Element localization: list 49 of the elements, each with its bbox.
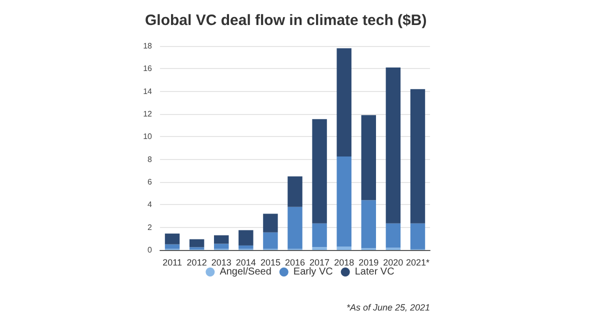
y-tick-label: 2 xyxy=(148,222,153,232)
bar xyxy=(189,239,204,248)
bar xyxy=(238,230,254,246)
y-tick-label: 0 xyxy=(148,246,153,254)
y-tick-label: 18 xyxy=(143,42,153,50)
chart-title: Global VC deal flow in climate tech ($B) xyxy=(145,12,427,29)
legend-label: Angel/Seed xyxy=(220,266,272,278)
bar xyxy=(336,246,352,250)
bar xyxy=(288,176,302,207)
y-tick-label: 12 xyxy=(143,110,153,118)
x-tick-label: 2020 xyxy=(383,258,404,268)
legend-label: Early VC xyxy=(293,266,333,278)
x-tick-label: 2018 xyxy=(334,258,354,268)
x-tick-label: 2017 xyxy=(310,258,330,268)
x-tick-label: 2011 xyxy=(162,258,182,268)
bar xyxy=(312,223,327,248)
y-tick-label: 4 xyxy=(148,200,153,210)
bar xyxy=(164,234,180,244)
bar xyxy=(312,247,327,250)
bar xyxy=(312,119,327,224)
bar xyxy=(214,235,229,244)
bar xyxy=(386,223,401,248)
x-tick-label: 2016 xyxy=(284,258,306,268)
text: *As of June 25, 2021 xyxy=(346,302,430,312)
bar xyxy=(410,223,426,250)
bar xyxy=(238,245,254,249)
y-tick-label: 14 xyxy=(143,86,153,96)
x-tick-label: 2015 xyxy=(260,258,280,268)
x-tick-label: 2021* xyxy=(406,258,430,268)
x-tick-label: 2019 xyxy=(358,258,379,268)
bar xyxy=(386,68,401,224)
bar xyxy=(361,115,376,200)
bar xyxy=(410,89,426,224)
bar xyxy=(361,200,376,248)
y-tick-label: 10 xyxy=(143,132,153,142)
y-tick-label: 8 xyxy=(148,154,153,164)
y-tick-label: 16 xyxy=(143,64,153,74)
y-tick-label: 6 xyxy=(148,178,153,186)
legend-label: Later VC xyxy=(354,266,394,278)
bar xyxy=(164,244,180,249)
x-tick-label: 2012 xyxy=(186,258,207,268)
x-tick-label: 2014 xyxy=(236,258,256,268)
bar xyxy=(288,206,302,249)
bar xyxy=(263,232,278,249)
bar xyxy=(336,48,352,156)
bar xyxy=(214,244,229,249)
bar xyxy=(336,156,352,247)
bar xyxy=(263,214,278,232)
x-tick-label: 2013 xyxy=(211,258,232,268)
